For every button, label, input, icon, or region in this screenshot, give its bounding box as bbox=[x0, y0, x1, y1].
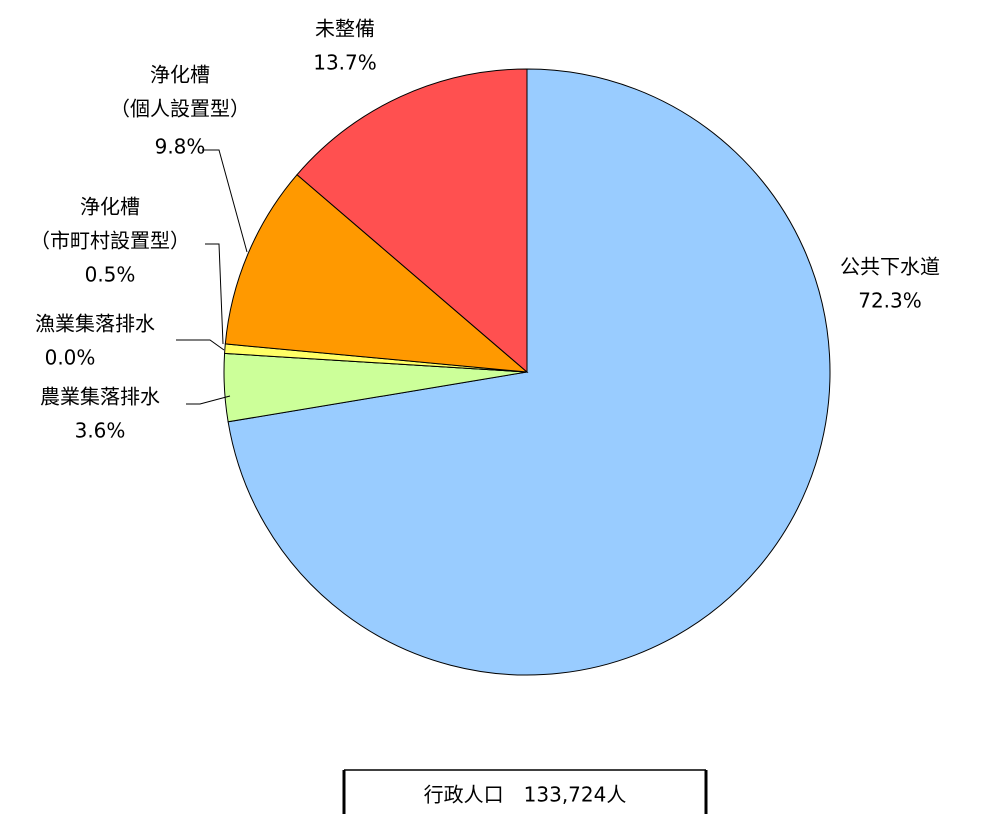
category-label: 公共下水道 bbox=[840, 255, 940, 279]
value-label: 0.0% bbox=[45, 346, 96, 370]
value-label: 13.7% bbox=[313, 51, 377, 75]
slice bbox=[224, 173, 529, 373]
category-label: 未整備 bbox=[315, 17, 375, 41]
slice bbox=[296, 68, 528, 374]
value-label: 0.5% bbox=[85, 263, 136, 287]
category-label: 浄化槽 bbox=[80, 195, 140, 219]
leader-line bbox=[205, 243, 224, 345]
value-label: 72.3% bbox=[858, 289, 922, 313]
annotation: 行政人口 133,724人 bbox=[424, 783, 627, 807]
leader-line bbox=[202, 149, 248, 253]
category-label: （個人設置型） bbox=[110, 97, 250, 121]
value-label: 3.6% bbox=[75, 419, 126, 443]
pie bbox=[223, 68, 831, 676]
slice bbox=[227, 68, 831, 676]
category-label: 農業集落排水 bbox=[40, 385, 160, 409]
category-label: （市町村設置型） bbox=[30, 229, 190, 253]
category-label: 浄化槽 bbox=[150, 63, 210, 87]
leader-line bbox=[176, 339, 225, 351]
value-label: 9.8% bbox=[155, 135, 206, 159]
category-label: 漁業集落排水 bbox=[35, 312, 155, 336]
leader-line bbox=[186, 395, 231, 405]
